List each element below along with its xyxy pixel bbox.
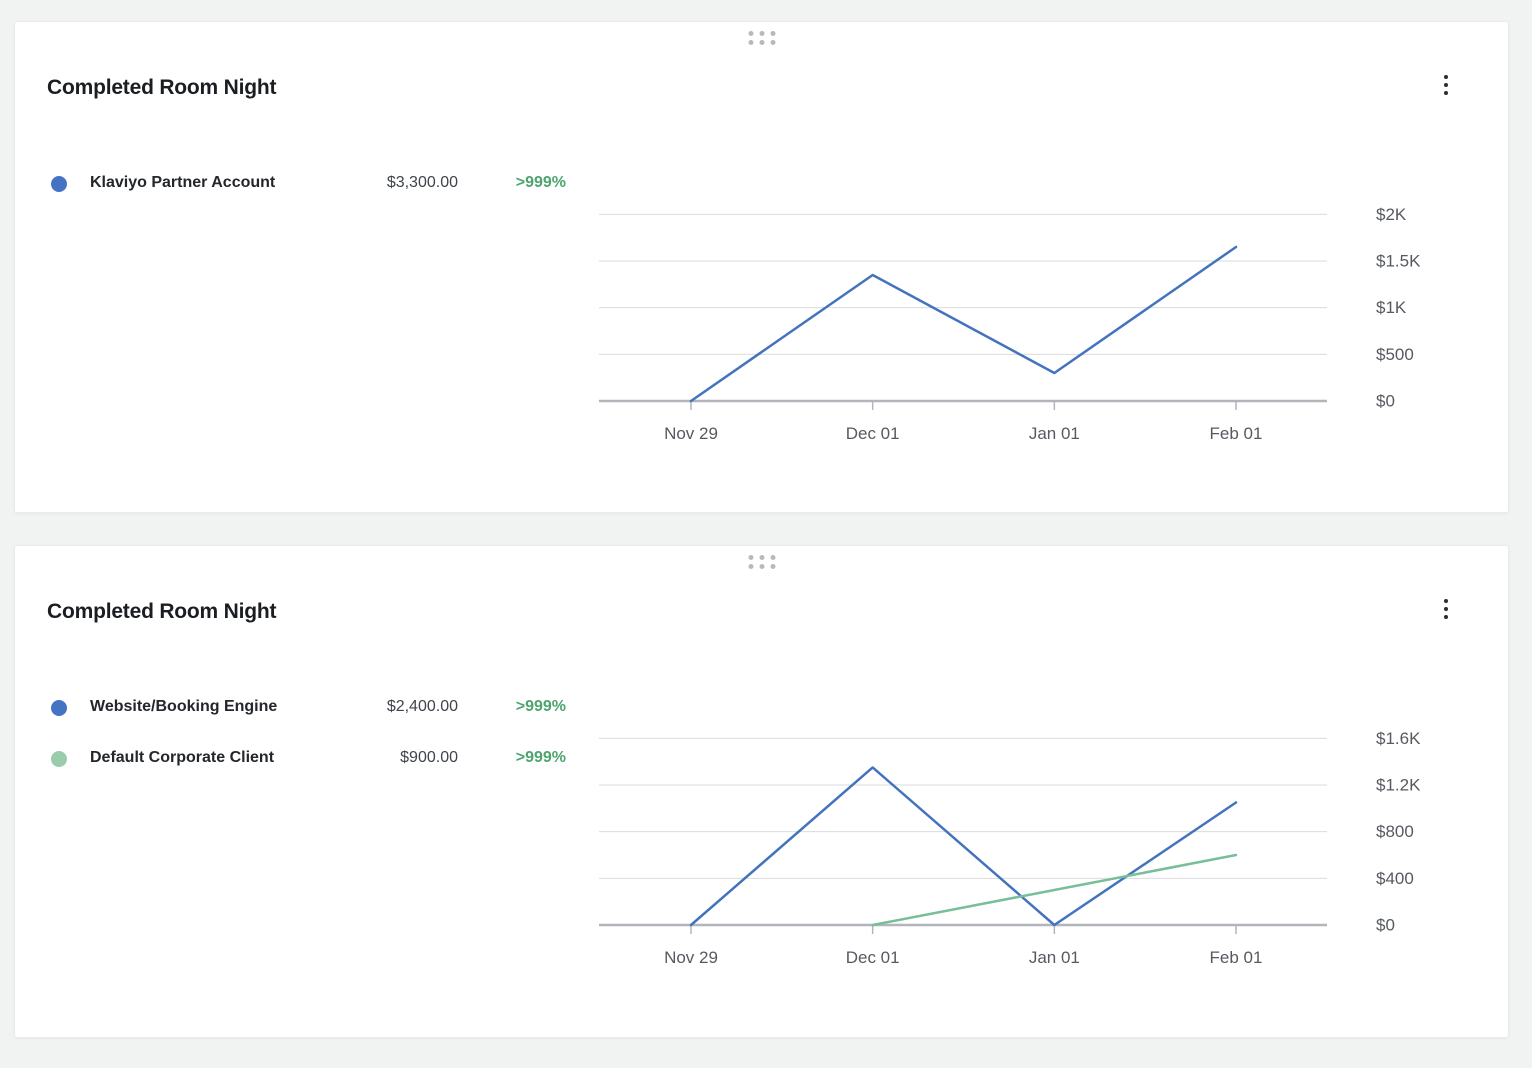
x-axis-label: Nov 29 <box>664 424 718 443</box>
widget-completed-room-night-1: Completed Room Night Klaviyo Partner Acc… <box>14 21 1509 513</box>
series-color-dot <box>51 700 67 716</box>
series-label: Website/Booking Engine <box>90 698 278 715</box>
x-axis-label: Nov 29 <box>664 948 718 967</box>
series-value: $3,300.00 <box>386 174 458 191</box>
series-color-dot <box>51 751 67 767</box>
series-change-badge: >999% <box>515 174 566 191</box>
series-value: $2,400.00 <box>386 698 458 715</box>
y-axis-label: $1.6K <box>1376 729 1421 748</box>
series-value: $900.00 <box>400 749 458 766</box>
kebab-menu-button[interactable] <box>1436 596 1456 622</box>
y-axis-label: $1.5K <box>1376 251 1421 270</box>
x-axis-label: Feb 01 <box>1210 948 1263 967</box>
x-axis-label: Feb 01 <box>1210 424 1263 443</box>
series-change-badge: >999% <box>515 749 566 766</box>
series-change-badge: >999% <box>515 698 566 715</box>
legend-row: Website/Booking Engine $2,400.00 >999% <box>51 694 571 720</box>
widget-completed-room-night-2: Completed Room Night Website/Booking Eng… <box>14 545 1509 1038</box>
series-label: Default Corporate Client <box>90 749 275 766</box>
y-axis-label: $1K <box>1376 298 1407 317</box>
x-axis-label: Dec 01 <box>846 948 900 967</box>
y-axis-label: $0 <box>1376 916 1395 935</box>
x-axis-label: Jan 01 <box>1029 948 1080 967</box>
widget-title: Completed Room Night <box>47 600 277 623</box>
legend-row: Default Corporate Client $900.00 >999% <box>51 745 571 771</box>
drag-handle-icon[interactable] <box>748 555 775 569</box>
y-axis-label: $0 <box>1376 392 1395 411</box>
series-line <box>871 853 1238 927</box>
series-line <box>689 245 1238 403</box>
y-axis-label: $400 <box>1376 869 1414 888</box>
y-axis-label: $500 <box>1376 345 1414 364</box>
series-line <box>689 766 1238 927</box>
kebab-menu-button[interactable] <box>1436 72 1456 98</box>
legend-row: Klaviyo Partner Account $3,300.00 >999% <box>51 170 571 196</box>
y-axis-label: $2K <box>1376 205 1407 224</box>
y-axis-label: $1.2K <box>1376 775 1421 794</box>
x-axis-label: Dec 01 <box>846 424 900 443</box>
chart-legend: Klaviyo Partner Account $3,300.00 >999% <box>51 170 571 221</box>
chart-legend: Website/Booking Engine $2,400.00 >999% D… <box>51 694 571 796</box>
drag-handle-icon[interactable] <box>748 31 775 45</box>
line-chart: Nov 29 Dec 01 Jan 01 Feb 01 $0 $400 $800 $1.2K $… <box>599 729 1421 967</box>
widget-title: Completed Room Night <box>47 76 277 99</box>
y-axis-label: $800 <box>1376 822 1414 841</box>
line-chart: Nov 29 Dec 01 Jan 01 Feb 01 $0 $500 $1K $1.5K $2… <box>599 205 1421 443</box>
series-label: Klaviyo Partner Account <box>90 174 276 191</box>
x-axis-label: Jan 01 <box>1029 424 1080 443</box>
series-color-dot <box>51 176 67 192</box>
